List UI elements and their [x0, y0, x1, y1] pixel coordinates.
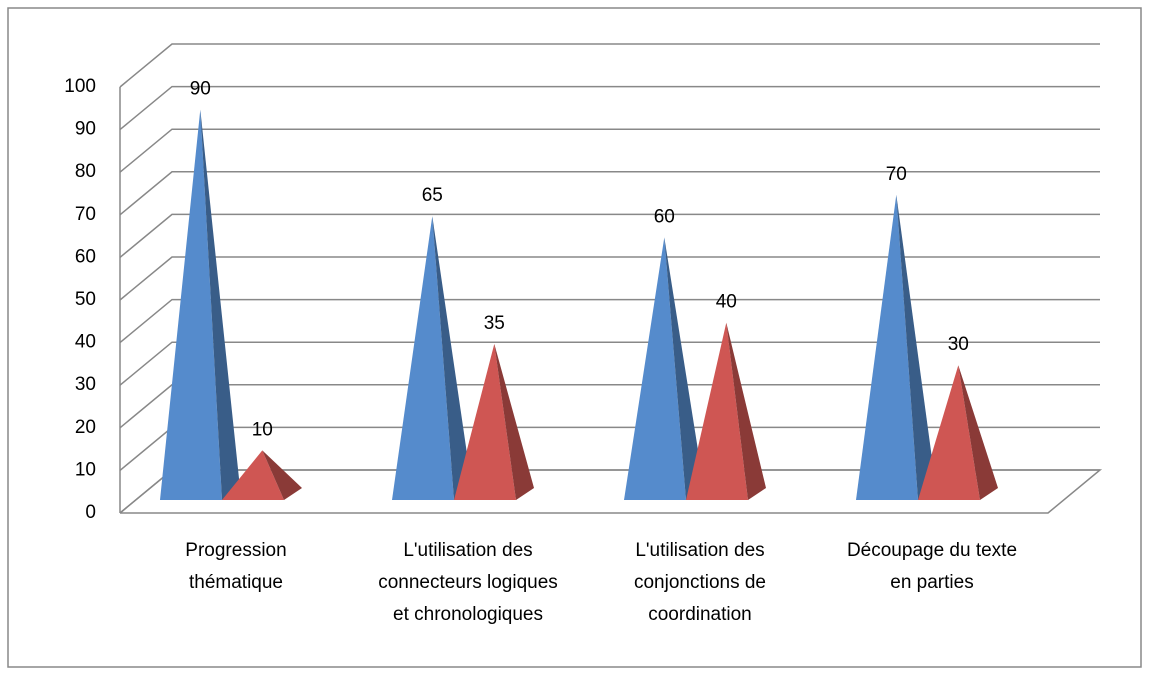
- grid-line: [119, 85, 1100, 131]
- pyramid-front: [454, 343, 516, 500]
- grid-line: [119, 256, 1100, 301]
- y-tick-label: 30: [75, 374, 96, 395]
- pyramid-front: [624, 237, 686, 500]
- pyramid-front: [222, 450, 284, 500]
- y-tick-label: 60: [75, 246, 96, 267]
- y-tick-label: 0: [85, 502, 96, 523]
- y-tick-label: 80: [75, 161, 96, 182]
- value-label: 40: [716, 292, 737, 313]
- grid-line: [119, 298, 1100, 344]
- x-tick-label: Découpage du texte en parties: [846, 540, 1018, 593]
- value-label: 30: [948, 334, 969, 355]
- pyramid-side: [494, 343, 534, 500]
- value-label: 35: [484, 313, 505, 334]
- pyramid-side: [896, 194, 936, 501]
- value-label: 60: [654, 206, 675, 227]
- value-label: 90: [190, 79, 211, 100]
- value-label: 10: [252, 419, 273, 440]
- pyramid-front: [160, 109, 222, 500]
- grid-line: [119, 213, 1100, 258]
- pyramid-front: [856, 194, 918, 501]
- pyramid-side: [432, 216, 472, 500]
- value-label: 65: [422, 185, 443, 206]
- grid-line: [119, 171, 1100, 216]
- grid-line: [119, 128, 1100, 173]
- y-tick-label: 50: [75, 289, 96, 310]
- x-tick-label: L'utilisation des connecteurs logiques e…: [378, 540, 558, 625]
- pyramid-side: [664, 237, 704, 500]
- grid-line: [119, 43, 1100, 88]
- pyramid-side: [958, 365, 998, 500]
- grid-line: [119, 341, 1100, 386]
- y-tick-label: 70: [75, 204, 96, 225]
- pyramid-front: [918, 365, 980, 500]
- chart-border: [7, 7, 1142, 668]
- x-tick-label: L'utilisation des conjonctions de coordi…: [633, 540, 767, 625]
- y-tick-label: 10: [75, 459, 96, 480]
- y-tick-label: 40: [75, 332, 96, 353]
- pyramid-front: [686, 322, 748, 500]
- y-tick-label: 90: [75, 119, 96, 140]
- pyramid-side: [262, 450, 302, 500]
- pyramid-front: [392, 216, 454, 500]
- y-tick-label: 100: [64, 76, 96, 97]
- pyramid-side: [200, 109, 240, 500]
- pyramid-side: [726, 322, 766, 500]
- x-tick-label: Progression thématique: [185, 540, 287, 593]
- y-tick-label: 20: [75, 417, 96, 438]
- value-label: 70: [886, 164, 907, 185]
